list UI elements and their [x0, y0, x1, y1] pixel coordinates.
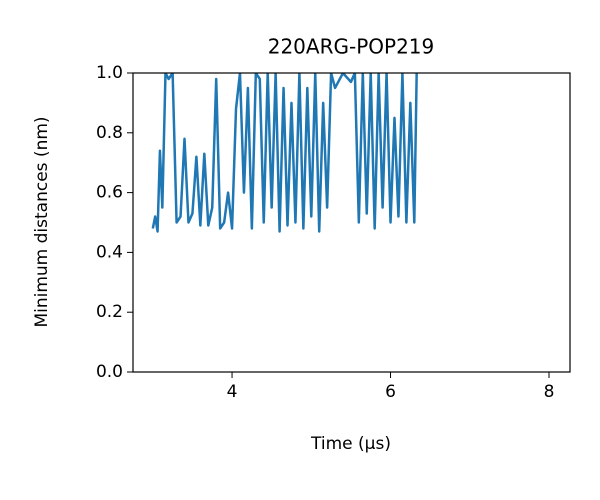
x-tick-label: 4 — [227, 382, 238, 402]
y-tick-label: 0.8 — [96, 123, 123, 143]
x-axis-label: Time (μs) — [310, 434, 391, 454]
plot-frame — [132, 72, 571, 373]
y-tick-label: 1.0 — [96, 63, 123, 83]
data-line — [151, 73, 418, 233]
y-tick-label: 0.2 — [96, 302, 123, 322]
y-axis-label: Minimum distances (nm) — [32, 116, 52, 327]
chart-title: 220ARG-POP219 — [268, 35, 435, 59]
x-tick-label: 8 — [544, 382, 555, 402]
y-tick-label: 0.4 — [96, 242, 123, 262]
y-tick-label: 0.0 — [96, 362, 123, 382]
x-tick-label: 6 — [385, 382, 396, 402]
y-tick-label: 0.6 — [96, 183, 123, 203]
